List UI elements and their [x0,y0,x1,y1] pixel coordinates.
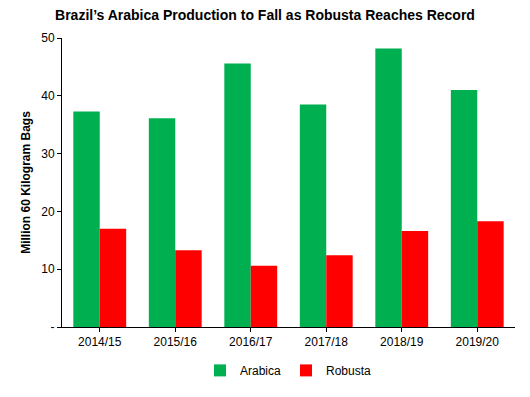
svg-text:2018/19: 2018/19 [380,335,424,349]
svg-text:2015/16: 2015/16 [154,335,198,349]
svg-text:Robusta: Robusta [326,364,371,378]
svg-text:-: - [51,320,55,334]
svg-text:2016/17: 2016/17 [229,335,273,349]
svg-text:Arabica: Arabica [240,364,281,378]
svg-text:50: 50 [41,31,55,45]
svg-text:20: 20 [41,205,55,219]
svg-text:Brazil’s Arabica Production to: Brazil’s Arabica Production to Fall as R… [55,7,475,23]
svg-text:10: 10 [41,262,55,276]
svg-text:2014/15: 2014/15 [78,335,122,349]
svg-text:2017/18: 2017/18 [305,335,349,349]
svg-text:2019/20: 2019/20 [456,335,500,349]
svg-text:30: 30 [41,147,55,161]
svg-text:Million 60 Kilogram Bags: Million 60 Kilogram Bags [19,111,33,254]
svg-text:40: 40 [41,89,55,103]
